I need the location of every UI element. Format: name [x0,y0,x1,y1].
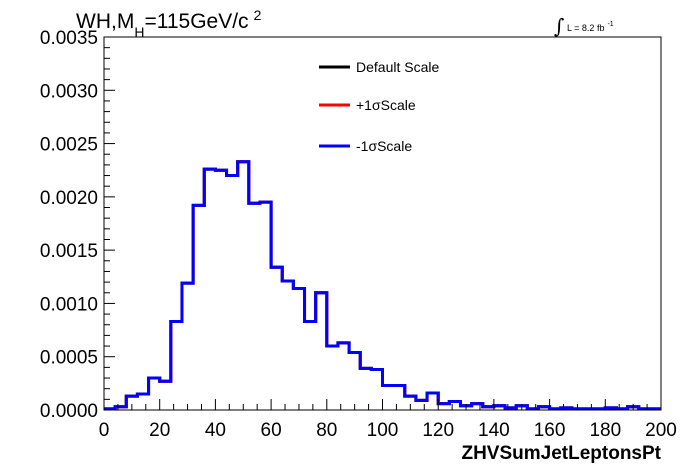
legend-entry-3: -1σScale [356,138,412,154]
x-tick-label: 40 [205,420,226,441]
x-tick-label: 0 [99,420,110,441]
chart-title: WH,MH=115GeV/c 2 [76,7,262,40]
x-tick-label: 180 [589,420,621,441]
title-superscript: 2 [254,7,262,23]
luminosity-superscript: -1 [607,21,613,28]
y-tick-label: 0.0015 [40,241,98,262]
x-tick-label: 80 [316,420,337,441]
luminosity-value: L = 8.2 fb [567,23,604,33]
x-tick-label: 100 [367,420,399,441]
title-subscript: H [134,24,144,40]
y-tick-label: 0.0010 [40,294,98,315]
series-line-3 [104,160,661,411]
y-tick-label: 0.0030 [40,81,98,102]
luminosity-label: ∫ L = 8.2 fb -1 [554,14,614,38]
legend: Default Scale +1σScale -1σScale [319,59,439,154]
axis-layer: 0 20 40 60 80 100 120 140 160 180 200 0.0000 0.0005 0… [40,28,677,441]
legend-entry-2: +1σScale [356,97,416,113]
y-tick-label: 0.0005 [40,348,98,369]
x-tick-label: 20 [149,420,170,441]
x-tick-label: 200 [645,420,677,441]
x-tick-label: 120 [422,420,454,441]
y-tick-label: 0.0000 [40,401,98,422]
series-layer [104,160,661,411]
title-main: WH,M [76,10,134,33]
luminosity-text: L = 8.2 fb -1 [567,21,614,33]
x-tick-label: 60 [261,420,282,441]
x-axis-label: ZHVSumJetLeptonsPt [461,443,661,464]
x-tick-label: 160 [534,420,566,441]
y-tick-label: 0.0025 [40,135,98,156]
integral-symbol: ∫ [554,14,564,38]
y-tick-label: 0.0020 [40,188,98,209]
legend-entry-1: Default Scale [356,59,439,75]
title-rest: =115GeV/c [144,10,248,33]
y-tick-label: 0.0035 [40,28,98,49]
x-tick-label: 140 [478,420,510,441]
